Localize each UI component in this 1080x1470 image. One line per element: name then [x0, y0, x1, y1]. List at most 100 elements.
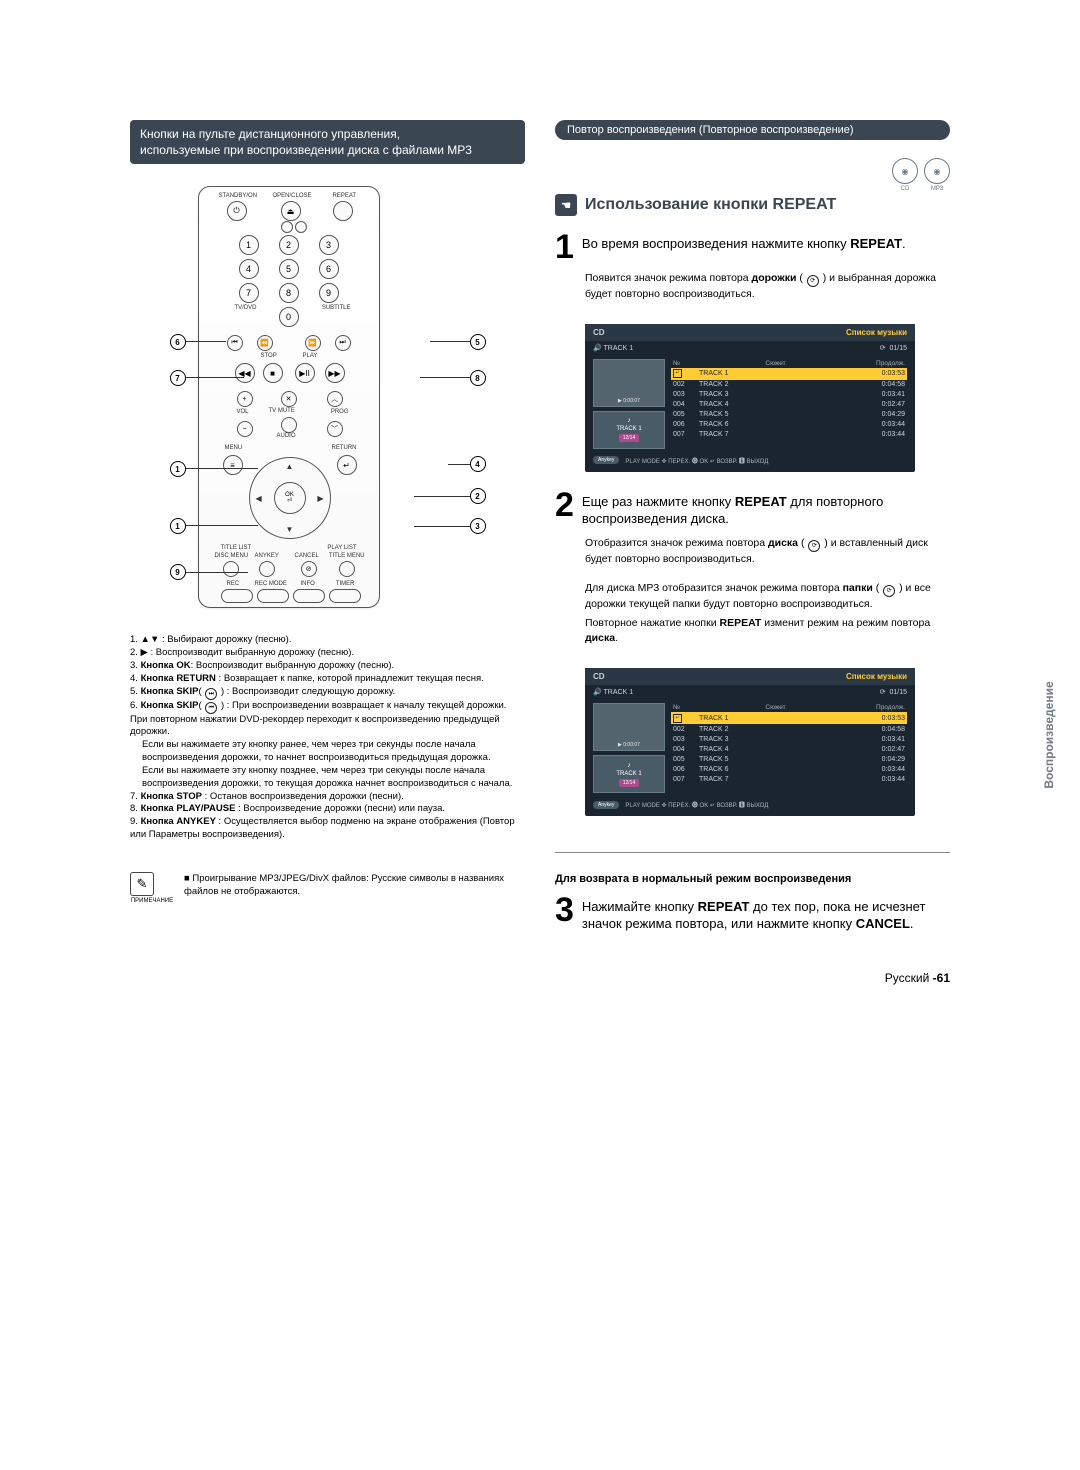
- btn-8: 8: [279, 283, 299, 303]
- ss1-sub-left: 🔊 TRACK 1: [593, 344, 633, 352]
- page-footer: Русский -61: [555, 971, 950, 985]
- btn-5: 5: [279, 259, 299, 279]
- track-row: 007TRACK 70:03:44: [671, 774, 907, 784]
- footnote-text: Проигрывание MP3/JPEG/DivX файлов: Русск…: [184, 873, 504, 897]
- footer-lang: Русский: [885, 971, 930, 985]
- btn-9: 9: [319, 283, 339, 303]
- btn-tvmute: ✕: [281, 391, 297, 407]
- btn-frew: ◀◀: [235, 363, 255, 383]
- btn-7: 7: [239, 283, 259, 303]
- step-3-text: Нажимайте кнопку REPEAT до тех пор, пока…: [582, 895, 950, 933]
- step-2-num: 2: [555, 490, 574, 528]
- side-tab-label: Воспроизведение: [1042, 681, 1056, 788]
- step-1-num: 1: [555, 232, 574, 263]
- ss1-hdr-right: Список музыки: [846, 328, 907, 337]
- btn-info: [293, 589, 325, 603]
- btn-1: 1: [239, 235, 259, 255]
- btn-prog-dn: ﹀: [327, 421, 343, 437]
- step-2-sub2: Для диска MP3 отобразится значок режима …: [585, 581, 950, 612]
- lbl-openclose: OPEN/CLOSE: [273, 193, 312, 199]
- step-2-sub3: Повторное нажатие кнопки REPEAT изменит …: [585, 616, 950, 646]
- callout-2: 2: [470, 488, 486, 504]
- lbl-stop: STOP: [261, 353, 277, 359]
- lbl-standby: STANDBY/ON: [219, 193, 258, 199]
- note-7: 7. Кнопка STOP : Останов воспроизведения…: [130, 791, 525, 804]
- right-pill: Повтор воспроизведения (Повторное воспро…: [555, 120, 950, 140]
- callout-5: 5: [470, 334, 486, 350]
- btn-openclose: ⏏: [281, 201, 301, 221]
- footnote-label: ПРИМЕЧАНИЕ: [130, 898, 174, 904]
- ss1-foot: PLAY MODE ✜ ПЕРЕХ. 🅞 OK ↵ ВОЗВР. 🅴 ВЫХОД: [625, 456, 768, 465]
- footnote: ✎ ПРИМЕЧАНИЕ ■ Проигрывание MP3/JPEG/Div…: [130, 872, 525, 904]
- feature-hand-icon: ☚: [555, 194, 577, 216]
- btn-prog-up: ︿: [327, 391, 343, 407]
- step-3: 3 Нажимайте кнопку REPEAT до тех пор, по…: [555, 895, 950, 933]
- lbl-play: PLAY: [303, 353, 318, 359]
- note-icon: ✎: [130, 872, 154, 896]
- btn-rew: ⏪: [257, 335, 273, 351]
- lbl-playlist: PLAY LIST: [327, 545, 356, 551]
- note-2: 2. ▶ : Воспроизводит выбранную дорожку (…: [130, 647, 525, 660]
- lbl-prog: PROG: [331, 409, 349, 415]
- btn-fffwd: ▶▶: [325, 363, 345, 383]
- ss1-sub-icon: ⟳: [880, 345, 886, 352]
- track-row: 006TRACK 60:03:44: [671, 764, 907, 774]
- step-2-sub1: Отобразится значок режима повтора диска …: [585, 536, 950, 567]
- track-row: 004TRACK 40:02:47: [671, 400, 907, 410]
- btn-titlemenu: [339, 561, 355, 577]
- lbl-audio: AUDIO: [277, 433, 296, 439]
- note-3: 3. Кнопка OK: Воспроизводит выбранную до…: [130, 660, 525, 673]
- step-1: 1 Во время воспроизведения нажмите кнопк…: [555, 232, 950, 263]
- left-header-line2: используемые при воспроизведении диска с…: [140, 143, 472, 157]
- note-1: 1. ▲▼ : Выбирают дорожку (песню).: [130, 634, 525, 647]
- lbl-timer: TIMER: [336, 581, 355, 587]
- step-1-text: Во время воспроизведения нажмите кнопку …: [582, 232, 906, 263]
- track-row: 002TRACK 20:04:58: [671, 724, 907, 734]
- btn-discmenu: [223, 561, 239, 577]
- btn-anykey: [259, 561, 275, 577]
- led2: [295, 221, 307, 233]
- ss1-current: ♪ TRACK 1 12/14: [593, 411, 665, 449]
- callout-6: 6: [170, 334, 186, 350]
- btn-2: 2: [279, 235, 299, 255]
- btn-vol-up: +: [237, 391, 253, 407]
- btn-timer: [329, 589, 361, 603]
- btn-audio: [281, 417, 297, 433]
- btn-ffwd: ⏩: [305, 335, 321, 351]
- callout-1b: 1: [170, 518, 186, 534]
- track-row: 006TRACK 60:03:44: [671, 420, 907, 430]
- left-header: Кнопки на пульте дистанционного управлен…: [130, 120, 525, 164]
- btn-rec: [221, 589, 253, 603]
- callout-3: 3: [470, 518, 486, 534]
- note-9: 9. Кнопка ANYKEY : Осуществляется выбор …: [130, 816, 525, 842]
- mp3-icon: ◉: [924, 158, 950, 184]
- led1: [281, 221, 293, 233]
- track-row: 005TRACK 50:04:29: [671, 754, 907, 764]
- btn-vol-dn: −: [237, 421, 253, 437]
- lbl-tvdvd: TV/DVD: [235, 305, 257, 311]
- btn-stop: ■: [263, 363, 283, 383]
- btn-recmode: [257, 589, 289, 603]
- feature-title-text: Использование кнопки REPEAT: [585, 196, 836, 214]
- callout-1a: 1: [170, 461, 186, 477]
- lbl-anykey: ANYKEY: [255, 553, 279, 559]
- track-row: 007TRACK 70:03:44: [671, 430, 907, 440]
- btn-repeat: [333, 201, 353, 221]
- lbl-titlemenu: TITLE MENU: [329, 553, 365, 559]
- screenshot-1: CD Список музыки 🔊 TRACK 1 ⟳ 01/15 ▶ 0:0…: [585, 324, 915, 472]
- ss1-foot-pill: Anykey: [593, 456, 619, 464]
- ss1-hdr-left: CD: [593, 328, 605, 337]
- track-row: ↵TRACK 10:03:53: [671, 368, 907, 380]
- step-1-sub: Появится значок режима повтора дорожки (…: [585, 271, 950, 302]
- btn-skip-back: ⏮: [227, 335, 243, 351]
- step-2-text: Еще раз нажмите кнопку REPEAT для повтор…: [582, 490, 950, 528]
- footnote-bullet: ■: [184, 873, 190, 884]
- lbl-repeat: REPEAT: [333, 193, 357, 199]
- lbl-info: INFO: [301, 581, 315, 587]
- step-3-num: 3: [555, 895, 574, 933]
- note-8: 8. Кнопка PLAY/PAUSE : Воспроизведение д…: [130, 803, 525, 816]
- disc-icons: ◉ ◉: [555, 158, 950, 184]
- callout-4: 4: [470, 456, 486, 472]
- track-row: 003TRACK 30:03:41: [671, 390, 907, 400]
- track-row: 005TRACK 50:04:29: [671, 410, 907, 420]
